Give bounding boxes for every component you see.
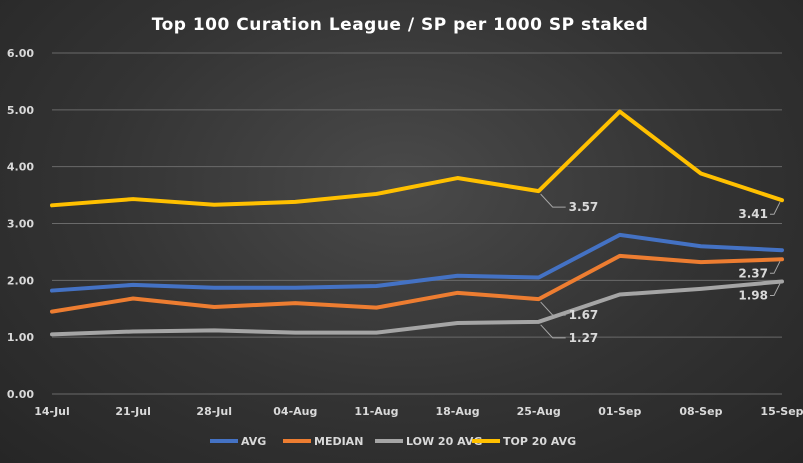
legend-label: AVG	[241, 435, 266, 448]
y-tick-label: 6.00	[7, 47, 34, 60]
x-tick-label: 08-Sep	[679, 405, 722, 418]
x-tick-label: 04-Aug	[273, 405, 317, 418]
data-label: 1.98	[738, 288, 768, 302]
data-label: 2.37	[738, 266, 768, 280]
x-tick-label: 25-Aug	[517, 405, 561, 418]
legend-label: MEDIAN	[314, 435, 363, 448]
label-leader-line	[540, 193, 566, 208]
label-leader-line	[770, 261, 781, 274]
legend-label: TOP 20 AVG	[503, 435, 576, 448]
x-tick-label: 15-Sep	[760, 405, 803, 418]
series-line	[50, 109, 784, 208]
x-axis-ticks: 14-Jul 21-Jul 28-Jul 04-Aug 11-Aug 18-Aug 25-A…	[34, 405, 803, 418]
series-line	[50, 279, 784, 337]
legend-label: LOW 20 AVG	[406, 435, 482, 448]
x-tick-label: 11-Aug	[354, 405, 398, 418]
x-tick-label: 01-Sep	[598, 405, 641, 418]
y-tick-label: 2.00	[7, 274, 34, 287]
x-tick-label: 28-Jul	[196, 405, 232, 418]
y-tick-label: 3.00	[7, 218, 34, 231]
series-line	[50, 232, 784, 293]
data-label: 3.41	[738, 207, 768, 221]
label-leader-line	[770, 201, 781, 215]
chart-title: Top 100 Curation League / SP per 1000 SP…	[152, 15, 649, 35]
y-tick-label: 5.00	[7, 104, 34, 117]
series-lines	[50, 109, 784, 337]
y-tick-label: 0.00	[7, 388, 34, 401]
x-tick-label: 21-Jul	[115, 405, 151, 418]
data-label: 1.27	[569, 331, 599, 345]
gridlines	[52, 52, 782, 395]
series-line	[50, 253, 784, 314]
x-tick-label: 14-Jul	[34, 405, 70, 418]
y-tick-label: 1.00	[7, 331, 34, 344]
y-axis-ticks: 0.00 1.00 2.00 3.00 4.00 5.00 6.00	[7, 47, 34, 401]
x-tick-label: 18-Aug	[436, 405, 480, 418]
data-label: 1.67	[569, 308, 599, 322]
label-leader-line	[770, 283, 781, 296]
label-leader-line	[540, 324, 566, 339]
legend: AVG MEDIAN LOW 20 AVG TOP 20 AVG	[210, 435, 576, 448]
data-label: 3.57	[569, 200, 599, 214]
label-leader-line	[540, 301, 566, 316]
data-labels: 3.57 3.41 2.37 1.67 1.98 1.27	[540, 193, 781, 345]
y-tick-label: 4.00	[7, 161, 34, 174]
